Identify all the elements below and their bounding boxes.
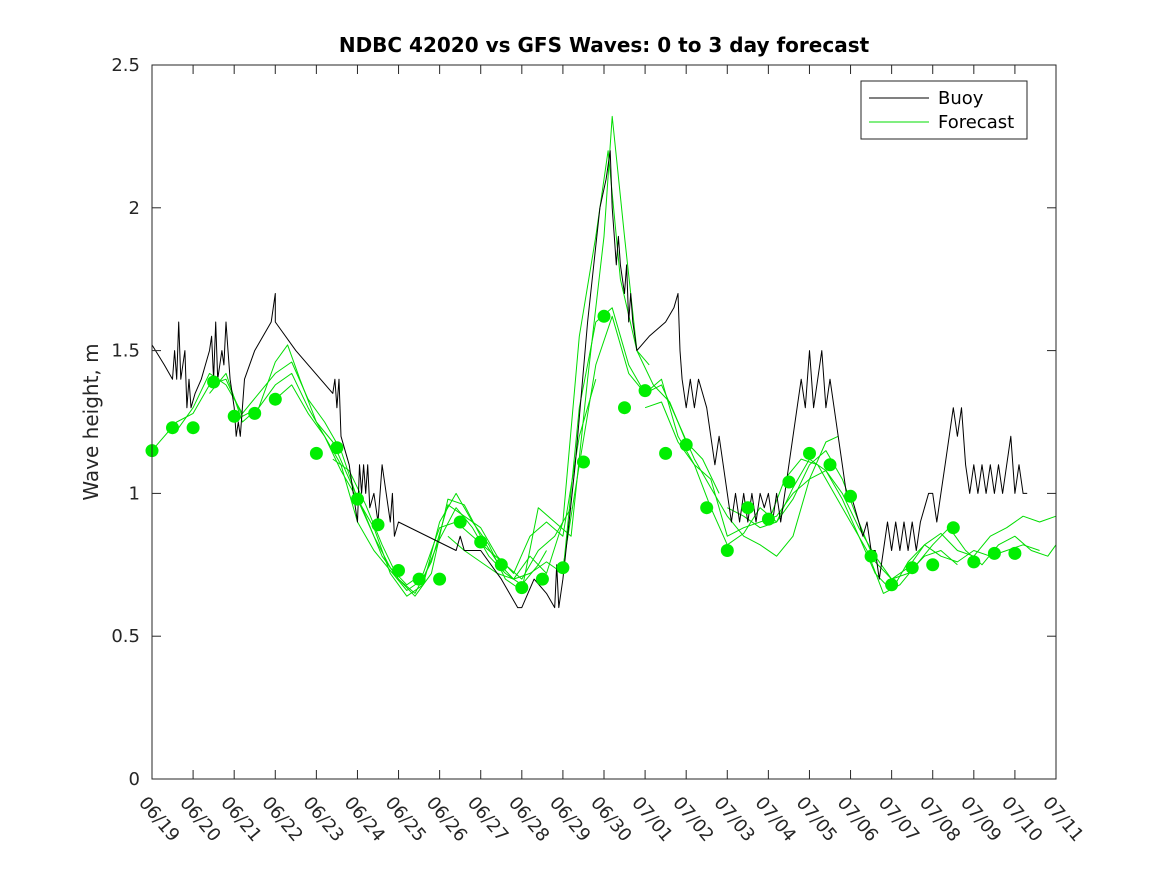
legend: Buoy Forecast	[860, 80, 1028, 140]
forecast-marker-16	[494, 558, 508, 572]
forecast-marker-19	[556, 561, 570, 575]
forecast-marker-3	[207, 375, 221, 389]
forecast-marker-24	[659, 446, 673, 460]
forecast-marker-20	[577, 455, 590, 469]
forecast-marker-6	[268, 392, 282, 406]
forecast-marker-4	[227, 409, 241, 423]
legend-label-buoy: Buoy	[938, 88, 984, 109]
y-tick-label: 0.5	[111, 626, 140, 647]
forecast-marker-36	[905, 561, 919, 575]
forecast-marker-33	[844, 489, 857, 503]
forecast-marker-23	[638, 384, 652, 398]
forecast-marker-2	[186, 421, 200, 435]
y-tick-label: 1	[129, 483, 140, 504]
forecast-marker-31	[803, 446, 816, 460]
forecast-marker-40	[987, 546, 1001, 560]
y-axis: 0 0.5 1 1.5 2 2.5	[111, 55, 1056, 790]
legend-label-forecast: Forecast	[938, 112, 1014, 133]
forecast-marker-38	[946, 521, 960, 535]
forecast-marker-21	[597, 309, 611, 323]
forecast-marker-8	[330, 441, 344, 455]
y-axis-label: Wave height, m	[79, 343, 103, 500]
y-tick-label: 0	[129, 769, 140, 790]
forecast-series-line-5	[332, 150, 720, 597]
forecast-marker-11	[392, 564, 405, 577]
y-tick-label: 2	[129, 198, 140, 219]
forecast-marker-41	[1008, 546, 1022, 560]
forecast-marker-10	[371, 518, 385, 532]
y-tick-label: 1.5	[111, 341, 140, 362]
forecast-marker-39	[967, 555, 981, 569]
forecast-marker-13	[433, 572, 447, 586]
forecast-marker-35	[885, 578, 899, 592]
forecast-marker-32	[823, 458, 837, 472]
chart-title: NDBC 42020 vs GFS Waves: 0 to 3 day fore…	[339, 33, 870, 57]
forecast-marker-5	[248, 406, 262, 420]
forecast-markers-group	[145, 309, 1022, 595]
forecast-marker-15	[474, 535, 488, 549]
plot-background	[152, 65, 1056, 779]
forecast-marker-14	[453, 515, 467, 529]
buoy-series-group	[151, 150, 1028, 609]
legend-box	[860, 80, 1028, 140]
forecast-marker-12	[412, 572, 426, 586]
forecast-marker-34	[864, 549, 878, 563]
plot-area	[145, 64, 1057, 780]
forecast-marker-30	[782, 475, 796, 489]
forecast-series-line-4	[274, 115, 650, 597]
buoy-series-line	[151, 150, 1028, 609]
forecast-marker-27	[720, 544, 734, 557]
forecast-marker-17	[515, 581, 529, 595]
forecast-marker-29	[761, 512, 775, 526]
y-tick-label: 2.5	[111, 55, 140, 76]
forecast-marker-1	[166, 421, 179, 435]
forecast-marker-18	[535, 572, 549, 586]
forecast-marker-37	[926, 558, 940, 572]
forecast-marker-22	[618, 401, 631, 415]
forecast-marker-7	[309, 446, 323, 460]
forecast-marker-26	[700, 501, 714, 515]
forecast-marker-9	[351, 492, 364, 506]
forecast-marker-25	[679, 438, 693, 452]
forecast-marker-28	[741, 501, 755, 515]
